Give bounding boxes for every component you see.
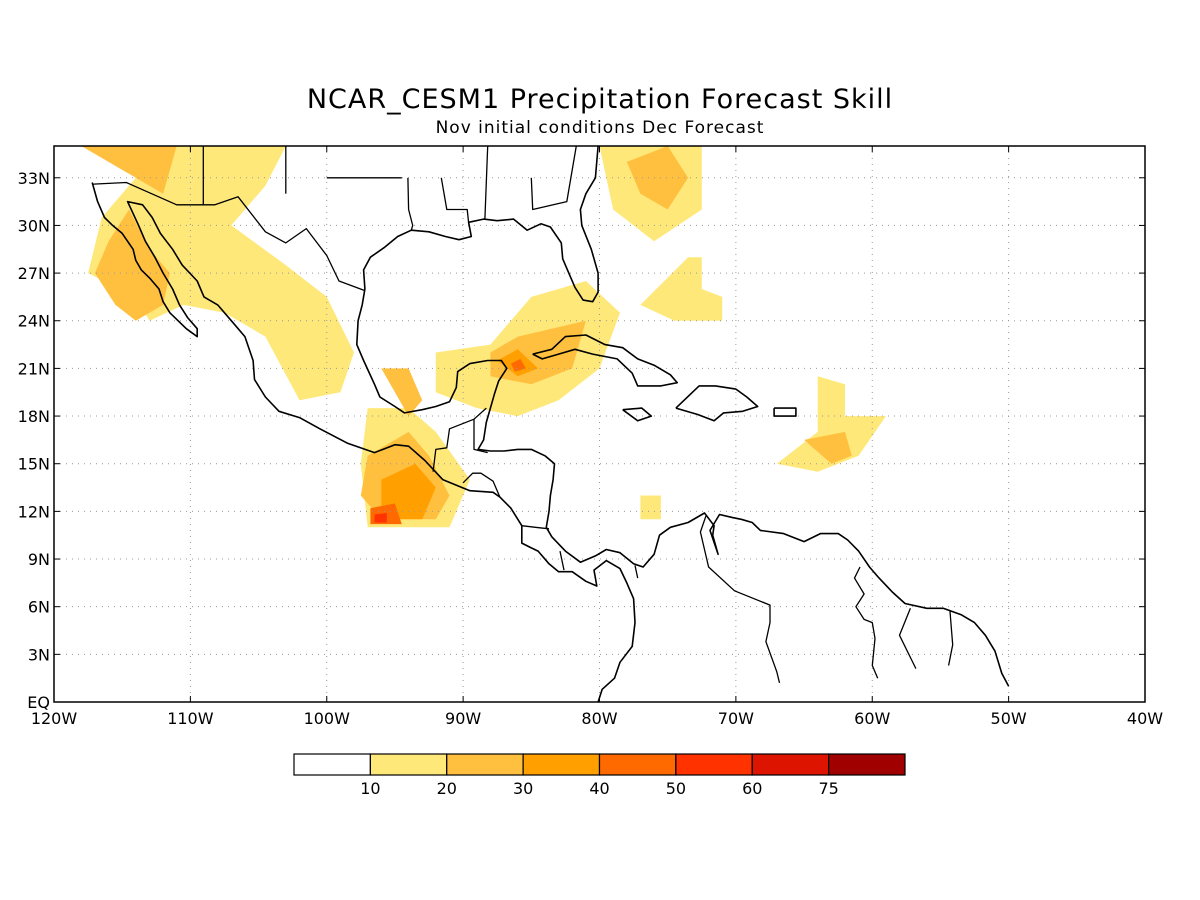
political-border [853, 566, 879, 679]
political-border [432, 407, 487, 472]
political-border [473, 419, 488, 454]
lat-tick-label: EQ [27, 693, 50, 712]
lat-tick-label: 15N [18, 455, 50, 474]
legend-label: 20 [437, 779, 457, 798]
legend-swatch-3 [522, 753, 601, 776]
skill-region-4 [640, 257, 723, 321]
lon-tick-label: 80W [581, 709, 617, 728]
legend-label: 50 [666, 779, 686, 798]
lon-tick-label: 90W [445, 709, 481, 728]
lat-tick-label: 27N [18, 264, 50, 283]
lat-tick-label: 21N [18, 359, 50, 378]
legend-swatch-1 [369, 753, 448, 776]
lat-tick-label: 30N [18, 216, 50, 235]
chart-title: NCAR_CESM1 Precipitation Forecast Skill [306, 84, 894, 115]
political-border [407, 177, 414, 231]
lat-tick-label: 18N [18, 407, 50, 426]
lon-tick-label: 100W [304, 709, 351, 728]
legend-label: 75 [818, 779, 838, 798]
lat-tick-label: 33N [18, 169, 50, 188]
lat-tick-label: 12N [18, 502, 50, 521]
legend-label: 40 [589, 779, 609, 798]
political-border [559, 550, 565, 571]
skill-region-6 [640, 495, 661, 520]
coastline [532, 334, 679, 387]
skill-region-5 [776, 376, 886, 472]
political-border [947, 611, 954, 666]
color-legend: 10 20 30 40 50 60 75 [293, 753, 906, 798]
chart-subtitle: Nov initial conditions Dec Forecast [435, 118, 765, 138]
political-border [521, 525, 550, 530]
political-border [530, 146, 577, 211]
lon-tick-label: 40W [1127, 709, 1163, 728]
lon-tick-label: 110W [167, 709, 214, 728]
legend-label: 30 [513, 779, 533, 798]
skill-region-18 [374, 513, 387, 523]
coastline [675, 385, 759, 422]
legend-swatch-6 [751, 753, 830, 776]
legend-swatch-7 [828, 753, 906, 776]
skill-region-0 [88, 146, 354, 401]
coastline [622, 407, 653, 422]
coastline [362, 146, 599, 303]
political-border [484, 146, 489, 220]
coastline-layer [91, 146, 1010, 702]
lon-tick-label: 120W [31, 709, 78, 728]
political-border [898, 608, 917, 669]
political-border [462, 472, 501, 498]
coastline [91, 182, 636, 702]
coastline [355, 288, 1010, 687]
skill-region-9 [381, 368, 423, 417]
political-border [634, 565, 639, 579]
legend-label: 10 [360, 779, 380, 798]
skill-shading-layer [81, 146, 886, 528]
skill-region-12 [626, 146, 689, 210]
lat-tick-label: 3N [28, 645, 50, 664]
legend-swatch-4 [598, 753, 677, 776]
lat-tick-label: 24N [18, 312, 50, 331]
legend-swatch-5 [675, 753, 753, 776]
lon-tick-label: 70W [718, 709, 754, 728]
skill-region-7 [94, 209, 170, 321]
coastline [773, 407, 797, 417]
political-border [93, 181, 366, 292]
legend-label: 60 [742, 779, 762, 798]
skill-region-13 [804, 431, 852, 464]
lon-tick-label: 60W [854, 709, 890, 728]
axis-ticks: 120W 110W 100W 90W 80W 70W 60W 50W 40W EQ 3N 6N 9N 12… [18, 146, 1163, 728]
legend-swatch-2 [446, 753, 524, 776]
legend-swatch-0 [293, 753, 371, 776]
lon-tick-label: 50W [991, 709, 1027, 728]
lat-tick-label: 9N [28, 550, 50, 569]
political-border [440, 177, 470, 223]
lat-tick-label: 6N [28, 598, 50, 617]
skill-region-8 [81, 146, 177, 194]
political-border [699, 515, 781, 684]
